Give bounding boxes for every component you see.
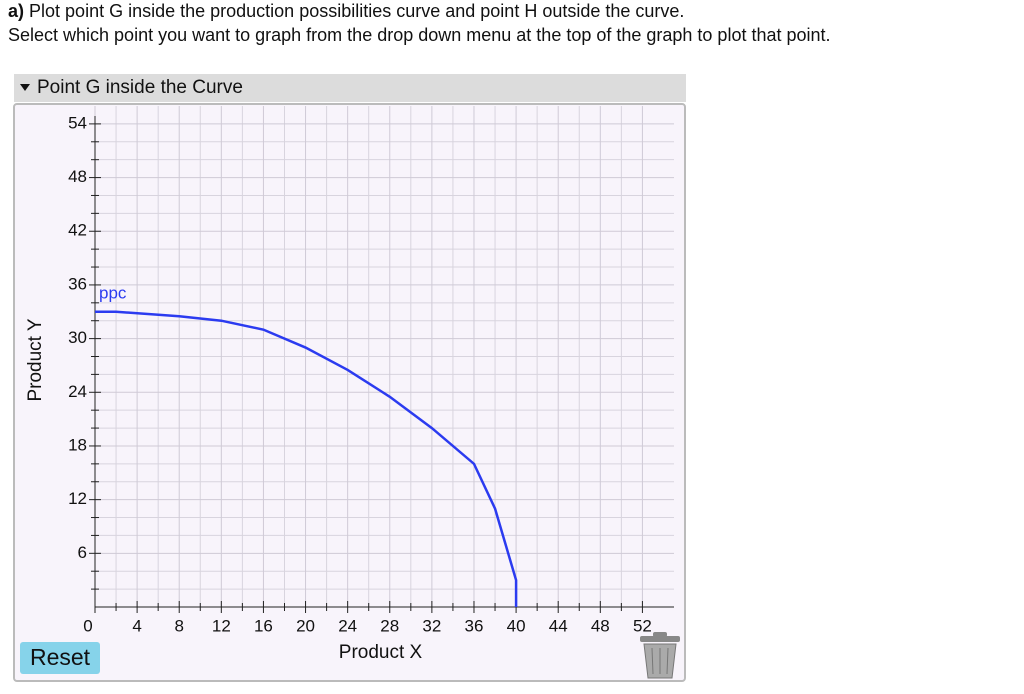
- x-tick-label: 8: [174, 616, 183, 635]
- x-tick-label: 48: [591, 616, 610, 635]
- y-tick-label: 24: [68, 382, 87, 401]
- reset-label[interactable]: Reset: [30, 644, 91, 670]
- dropdown-label[interactable]: Point G inside the Curve: [37, 77, 243, 98]
- y-tick-label: 6: [78, 543, 87, 562]
- part-label: a): [8, 1, 24, 21]
- x-tick-label: 28: [380, 616, 399, 635]
- instruction-line: a) Plot point G inside the production po…: [8, 1, 684, 21]
- y-tick-label: 36: [68, 274, 87, 293]
- plot: 0 4 8 12 16 20 24 28 32 36 40 44 48 52612182430364248…: [25, 106, 674, 663]
- x-tick-label: 12: [212, 616, 231, 635]
- y-tick-label: 30: [68, 328, 87, 347]
- y-tick-label: 12: [68, 489, 87, 508]
- ppc-curve: [95, 310, 518, 607]
- x-axis-label: Product X: [339, 642, 423, 663]
- x-tick-label: 44: [549, 616, 568, 635]
- x-tick-label: 36: [465, 616, 484, 635]
- y-tick-label: 18: [68, 435, 87, 454]
- x-tick-label: 52: [633, 616, 652, 635]
- y-tick-label: 42: [68, 221, 87, 240]
- y-tick-label: 48: [68, 167, 87, 186]
- dropdown[interactable]: [14, 74, 686, 102]
- x-tick-label: 32: [422, 616, 441, 635]
- instruction-line: Select which point you want to graph fro…: [8, 25, 831, 45]
- x-tick-label: 4: [132, 616, 141, 635]
- x-tick-label: 24: [338, 616, 357, 635]
- instruction-text: Plot point G inside the production possi…: [29, 1, 684, 21]
- y-tick-label: 54: [68, 113, 87, 132]
- x-tick-label: 0: [83, 616, 92, 635]
- dropdown-arrow: [20, 84, 30, 91]
- y-axis-label: Product Y: [25, 318, 46, 401]
- series-label: ppc: [99, 283, 127, 302]
- x-tick-label: 20: [296, 616, 315, 635]
- reset-button[interactable]: [20, 642, 100, 674]
- trash-icon[interactable]: [640, 632, 680, 679]
- x-tick-label: 16: [254, 616, 273, 635]
- x-tick-label: 40: [507, 616, 526, 635]
